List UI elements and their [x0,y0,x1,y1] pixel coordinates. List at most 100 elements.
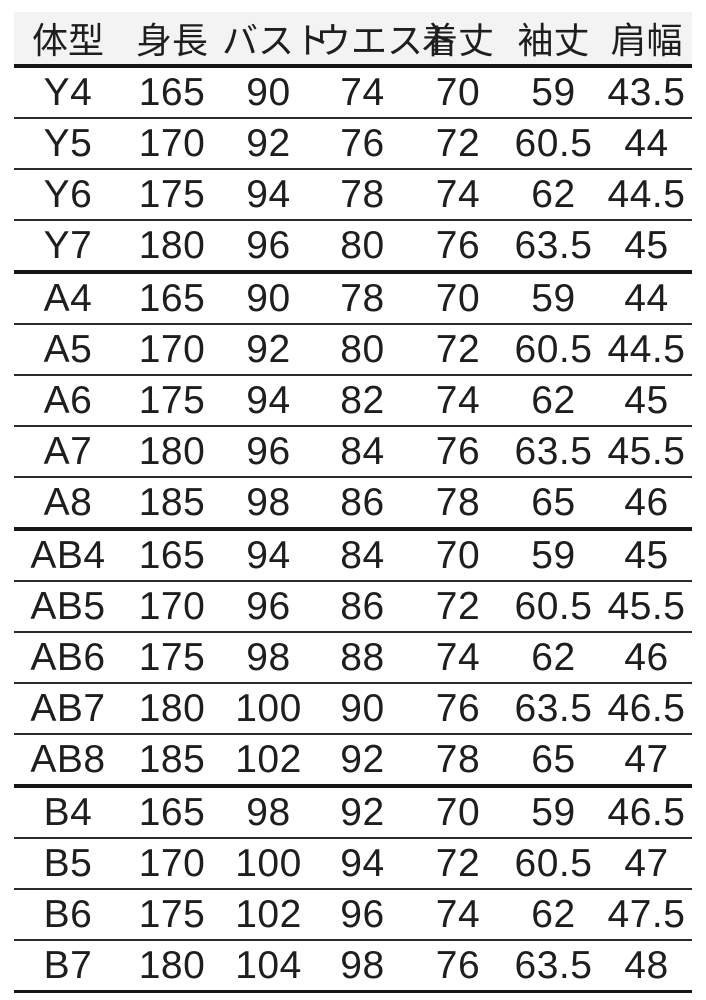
table-cell: 48 [601,940,692,993]
table-cell: 62 [506,169,601,221]
column-header: バスト [222,12,330,68]
body-type-cell: B6 [14,889,122,941]
table-cell: 74 [410,889,506,941]
table-row: B6 175 102 96 74 62 47.5 [14,889,692,941]
table-cell: 98 [222,477,315,531]
table-cell: 74 [410,632,506,684]
table-cell: 60.5 [506,324,601,376]
table-cell: 180 [122,426,222,478]
body-type-cell: A4 [14,272,122,325]
body-type-cell: AB4 [14,529,122,582]
table-cell: 44 [601,272,692,325]
table-cell: 100 [222,838,315,890]
table-row: A6 175 94 82 74 62 45 [14,375,692,427]
table-cell: 74 [410,169,506,221]
table-cell: 60.5 [506,581,601,633]
table-cell: 86 [315,581,410,633]
table-cell: 102 [222,889,315,941]
table-cell: 59 [506,786,601,839]
table-row: A5 170 92 80 72 60.5 44.5 [14,324,692,376]
table-row: A8 185 98 86 78 65 46 [14,477,692,531]
table-cell: 70 [410,529,506,582]
table-cell: 46.5 [601,683,692,735]
table-cell: 45.5 [601,426,692,478]
body-type-cell: Y7 [14,220,122,274]
table-cell: 45 [601,529,692,582]
table-cell: 90 [315,683,410,735]
table-cell: 63.5 [506,940,601,993]
table-cell: 78 [410,734,506,788]
table-cell: 78 [315,272,410,325]
table-cell: 45.5 [601,581,692,633]
table-row: Y4 165 90 74 70 59 43.5 [14,66,692,119]
table-cell: 98 [222,632,315,684]
table-row: B4 165 98 92 70 59 46.5 [14,786,692,839]
table-cell: 104 [222,940,315,993]
table-cell: 94 [222,169,315,221]
table-header-row: 体型 身長 バスト ウエスト 着丈 袖丈 肩幅 [14,12,692,68]
table-cell: 96 [222,220,315,274]
table-row: Y5 170 92 76 72 60.5 44 [14,118,692,170]
body-type-cell: AB5 [14,581,122,633]
column-header: 着丈 [410,12,506,68]
table-cell: 96 [315,889,410,941]
table-cell: 76 [315,118,410,170]
table-cell: 44 [601,118,692,170]
table-cell: 60.5 [506,838,601,890]
body-type-cell: AB7 [14,683,122,735]
table-cell: 44.5 [601,169,692,221]
table-cell: 63.5 [506,683,601,735]
table-row: AB6 175 98 88 74 62 46 [14,632,692,684]
table-cell: 84 [315,426,410,478]
table-cell: 72 [410,838,506,890]
table-cell: 175 [122,375,222,427]
table-cell: 63.5 [506,220,601,274]
table-cell: 46.5 [601,786,692,839]
table-cell: 170 [122,118,222,170]
table-cell: 92 [222,118,315,170]
table-cell: 43.5 [601,66,692,119]
table-cell: 180 [122,220,222,274]
table-cell: 63.5 [506,426,601,478]
table-body: Y4 165 90 74 70 59 43.5 Y5 170 92 76 72 60.5 44 Y6 175 9… [14,66,692,993]
table-cell: 47 [601,838,692,890]
table-cell: 175 [122,889,222,941]
table-cell: 76 [410,220,506,274]
table-cell: 94 [222,529,315,582]
table-row: B7 180 104 98 76 63.5 48 [14,940,692,993]
table-cell: 175 [122,169,222,221]
table-row: Y7 180 96 80 76 63.5 45 [14,220,692,274]
table-cell: 65 [506,734,601,788]
table-row: Y6 175 94 78 74 62 44.5 [14,169,692,221]
body-type-cell: B5 [14,838,122,890]
table-cell: 98 [222,786,315,839]
body-type-cell: AB8 [14,734,122,788]
table-cell: 165 [122,66,222,119]
table-cell: 59 [506,529,601,582]
table-cell: 78 [315,169,410,221]
table-cell: 72 [410,581,506,633]
table-cell: 76 [410,940,506,993]
table-cell: 92 [222,324,315,376]
column-header: 体型 [14,12,122,68]
size-chart-table: 体型 身長 バスト ウエスト 着丈 袖丈 肩幅 Y4 165 90 74 70 59 43.5 Y5 170… [14,12,692,993]
body-type-cell: A6 [14,375,122,427]
table-cell: 46 [601,477,692,531]
table-cell: 102 [222,734,315,788]
table-cell: 165 [122,786,222,839]
table-row: A4 165 90 78 70 59 44 [14,272,692,325]
table-cell: 62 [506,632,601,684]
table-cell: 72 [410,118,506,170]
table-cell: 76 [410,426,506,478]
table-cell: 96 [222,581,315,633]
body-type-cell: AB6 [14,632,122,684]
table-cell: 47.5 [601,889,692,941]
table-row: AB5 170 96 86 72 60.5 45.5 [14,581,692,633]
column-header: ウエスト [315,12,459,68]
table-cell: 45 [601,220,692,274]
table-cell: 72 [410,324,506,376]
table-cell: 78 [410,477,506,531]
table-row: AB4 165 94 84 70 59 45 [14,529,692,582]
body-type-cell: Y6 [14,169,122,221]
body-type-cell: B4 [14,786,122,839]
